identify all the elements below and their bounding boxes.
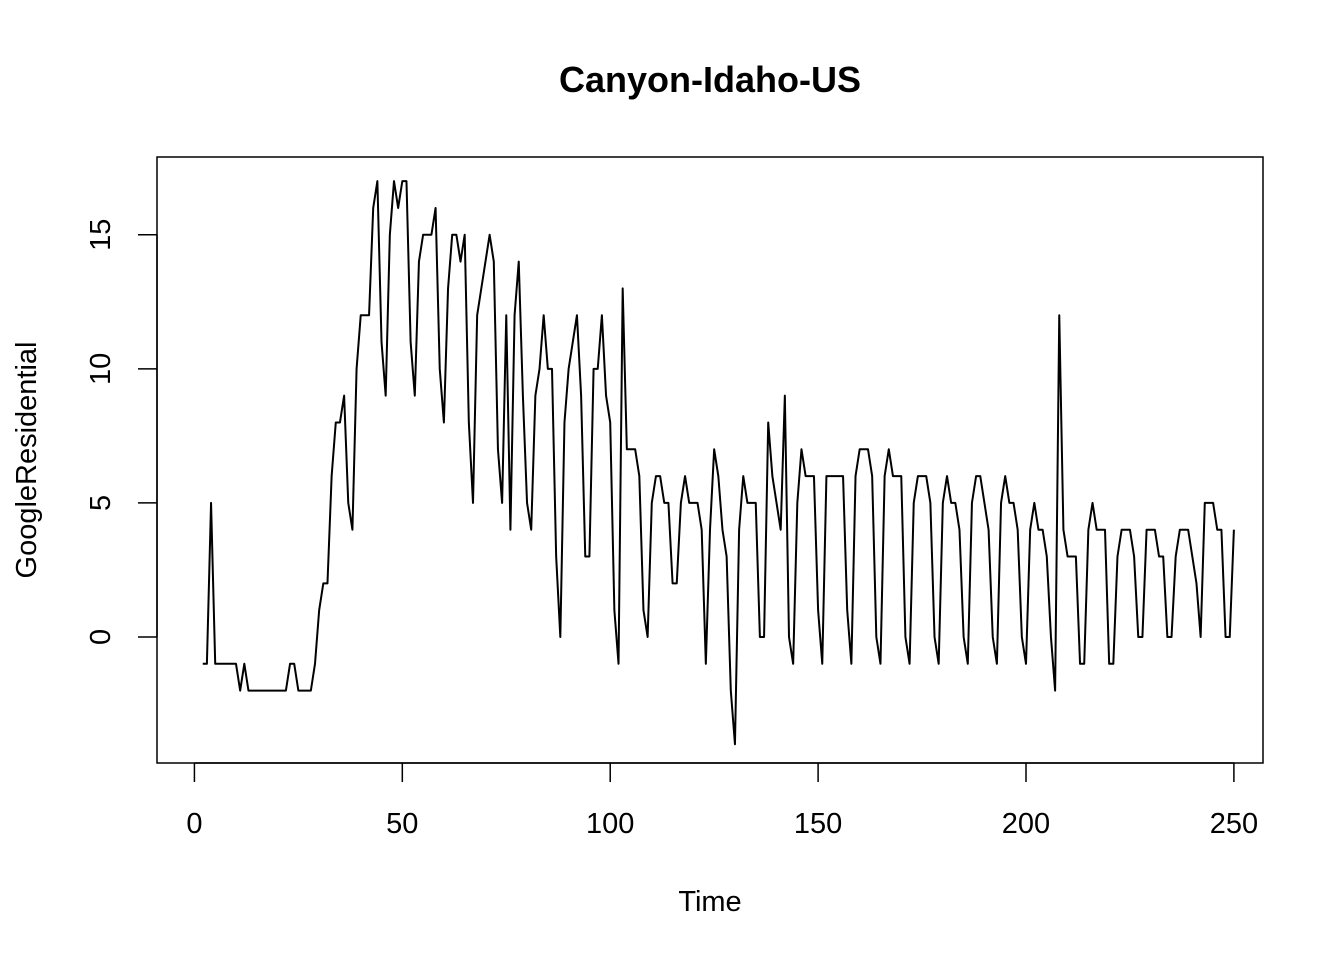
x-axis-label: Time [678,886,741,918]
y-tick-label: 10 [85,353,117,385]
x-tick-label: 50 [386,808,418,840]
plot-frame [156,156,1264,764]
y-axis-label: GoogleResidential [11,342,43,579]
chart-title: Canyon-Idaho-US [559,59,861,100]
y-tick-label: 15 [85,219,117,251]
x-tick-label: 250 [1210,808,1258,840]
x-tick-label: 0 [186,808,202,840]
series-layer [202,180,1235,746]
series-line [202,180,1235,746]
y-tick-label: 5 [85,495,117,511]
x-tick-label: 150 [794,808,842,840]
y-tick-label: 0 [85,629,117,645]
x-tick-label: 200 [1002,808,1050,840]
y-axis: 0 5 10 15 [85,219,158,645]
x-tick-label: 100 [586,808,634,840]
x-axis: 0 50 100 150 200 250 [186,762,1258,840]
